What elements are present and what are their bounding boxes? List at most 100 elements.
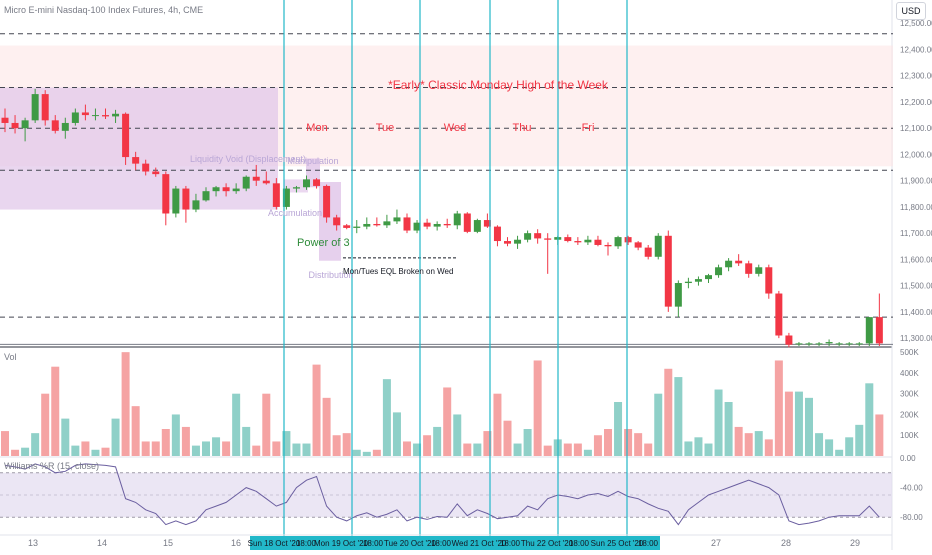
volume-bar: [41, 393, 50, 456]
time-axis-day-label: 29: [850, 538, 860, 548]
price-tick-label: 12,100.00: [900, 124, 932, 133]
candle-body: [403, 217, 411, 231]
williams-pane-label: Williams %R (15, close): [4, 461, 100, 471]
candle-body: [765, 267, 773, 294]
volume-bar: [875, 414, 884, 456]
candle-body: [865, 317, 873, 344]
williams-line: [4, 463, 880, 526]
volume-bar: [232, 393, 241, 456]
volume-bar: [815, 433, 824, 456]
volume-bar: [744, 433, 753, 456]
candle-body: [544, 238, 552, 240]
price-tick-label: 11,900.00: [900, 177, 932, 186]
volume-bar: [81, 441, 90, 456]
candle-body: [353, 226, 361, 228]
weekday-label: Wed: [444, 122, 466, 134]
candle-body: [152, 171, 160, 175]
volume-bar: [604, 429, 612, 456]
candle-body: [664, 235, 672, 307]
candle-body: [634, 242, 642, 248]
candle-body: [785, 335, 793, 345]
candle-body: [875, 317, 883, 344]
time-axis-date-label: Sun 25 Oct '20: [591, 539, 644, 548]
volume-bar: [503, 420, 512, 456]
volume-bar: [614, 402, 623, 456]
candle-body: [614, 237, 622, 247]
volume-bar: [252, 445, 261, 456]
volume-bar: [262, 393, 271, 456]
candle-body: [11, 122, 19, 129]
candle-body: [21, 120, 29, 129]
price-tick-label: 11,600.00: [900, 255, 932, 264]
monday-high-annotation: *Early* Classic Monday High of the Week: [388, 78, 609, 92]
candle-body: [835, 343, 843, 345]
volume-bar: [372, 449, 381, 456]
volume-bar: [714, 389, 723, 456]
candle-body: [242, 176, 250, 189]
williams-tick-label: -40.00: [900, 484, 923, 493]
candle-body: [604, 244, 612, 247]
liquidity-void-label: Liquidity Void (Displacement): [190, 154, 306, 164]
time-axis-date-label: Tue 20 Oct '20: [384, 539, 436, 548]
symbol-title: Micro E-mini Nasdaq-100 Index Futures, 4…: [4, 5, 204, 15]
time-axis-date-label: 18:00: [431, 539, 452, 548]
candle-body: [313, 179, 321, 186]
volume-bar: [794, 391, 803, 456]
volume-bar: [784, 391, 793, 456]
candle-body: [31, 94, 39, 121]
time-axis-date-label: Mon 19 Oct '20: [314, 539, 369, 548]
price-tick-label: 11,300.00: [900, 334, 932, 343]
volume-bar: [463, 443, 472, 456]
candle-body: [91, 115, 99, 117]
volume-bar: [865, 383, 874, 456]
candle-body: [363, 223, 371, 227]
candle-body: [51, 120, 59, 131]
volume-bar: [282, 431, 291, 456]
volume-bar: [61, 418, 70, 456]
price-tick-label: 11,400.00: [900, 308, 932, 317]
candle-body: [684, 281, 692, 284]
price-tick-label: 12,400.00: [900, 45, 932, 54]
volume-bar: [473, 443, 482, 456]
time-axis-date-label: 18:00: [296, 539, 317, 548]
currency-button[interactable]: USD: [896, 2, 926, 20]
volume-bar: [674, 377, 683, 456]
volume-bar: [764, 439, 773, 456]
volume-bar: [543, 445, 552, 456]
volume-bar: [11, 449, 20, 456]
volume-bar: [583, 449, 592, 456]
candle-body: [855, 343, 863, 345]
candle-body: [564, 237, 572, 242]
candle-body: [222, 187, 230, 192]
candle-body: [212, 187, 220, 192]
volume-bar: [754, 431, 763, 456]
weekday-label: Tue: [376, 122, 395, 134]
volume-bar: [141, 441, 150, 456]
price-tick-label: 12,000.00: [900, 150, 932, 159]
volume-bar: [433, 426, 442, 456]
volume-bar: [382, 379, 391, 456]
eql-broken-label: Mon/Tues EQL Broken on Wed: [343, 267, 453, 276]
volume-bar: [21, 447, 30, 456]
volume-bar: [423, 435, 432, 456]
power-of-3-label: Power of 3: [297, 237, 350, 249]
candle-body: [433, 223, 441, 227]
volume-bar: [523, 429, 532, 456]
candle-body: [524, 233, 532, 240]
manipulation-label: Manipulation: [287, 156, 338, 166]
candle-body: [775, 293, 783, 336]
distribution-label: Distribution: [308, 270, 353, 280]
volume-bar: [483, 431, 492, 456]
time-axis-date-label: 18:00: [363, 539, 384, 548]
volume-bar: [694, 437, 703, 456]
candle-body: [343, 225, 351, 228]
time-axis-date-label: Wed 21 Oct '20: [452, 539, 507, 548]
candle-body: [493, 226, 501, 242]
volume-bar: [734, 426, 743, 456]
candle-body: [182, 188, 190, 210]
time-axis-day-label: 13: [28, 538, 38, 548]
volume-bar: [704, 443, 713, 456]
candle-body: [71, 112, 79, 123]
candle-body: [413, 222, 421, 231]
candle-body: [132, 157, 140, 164]
